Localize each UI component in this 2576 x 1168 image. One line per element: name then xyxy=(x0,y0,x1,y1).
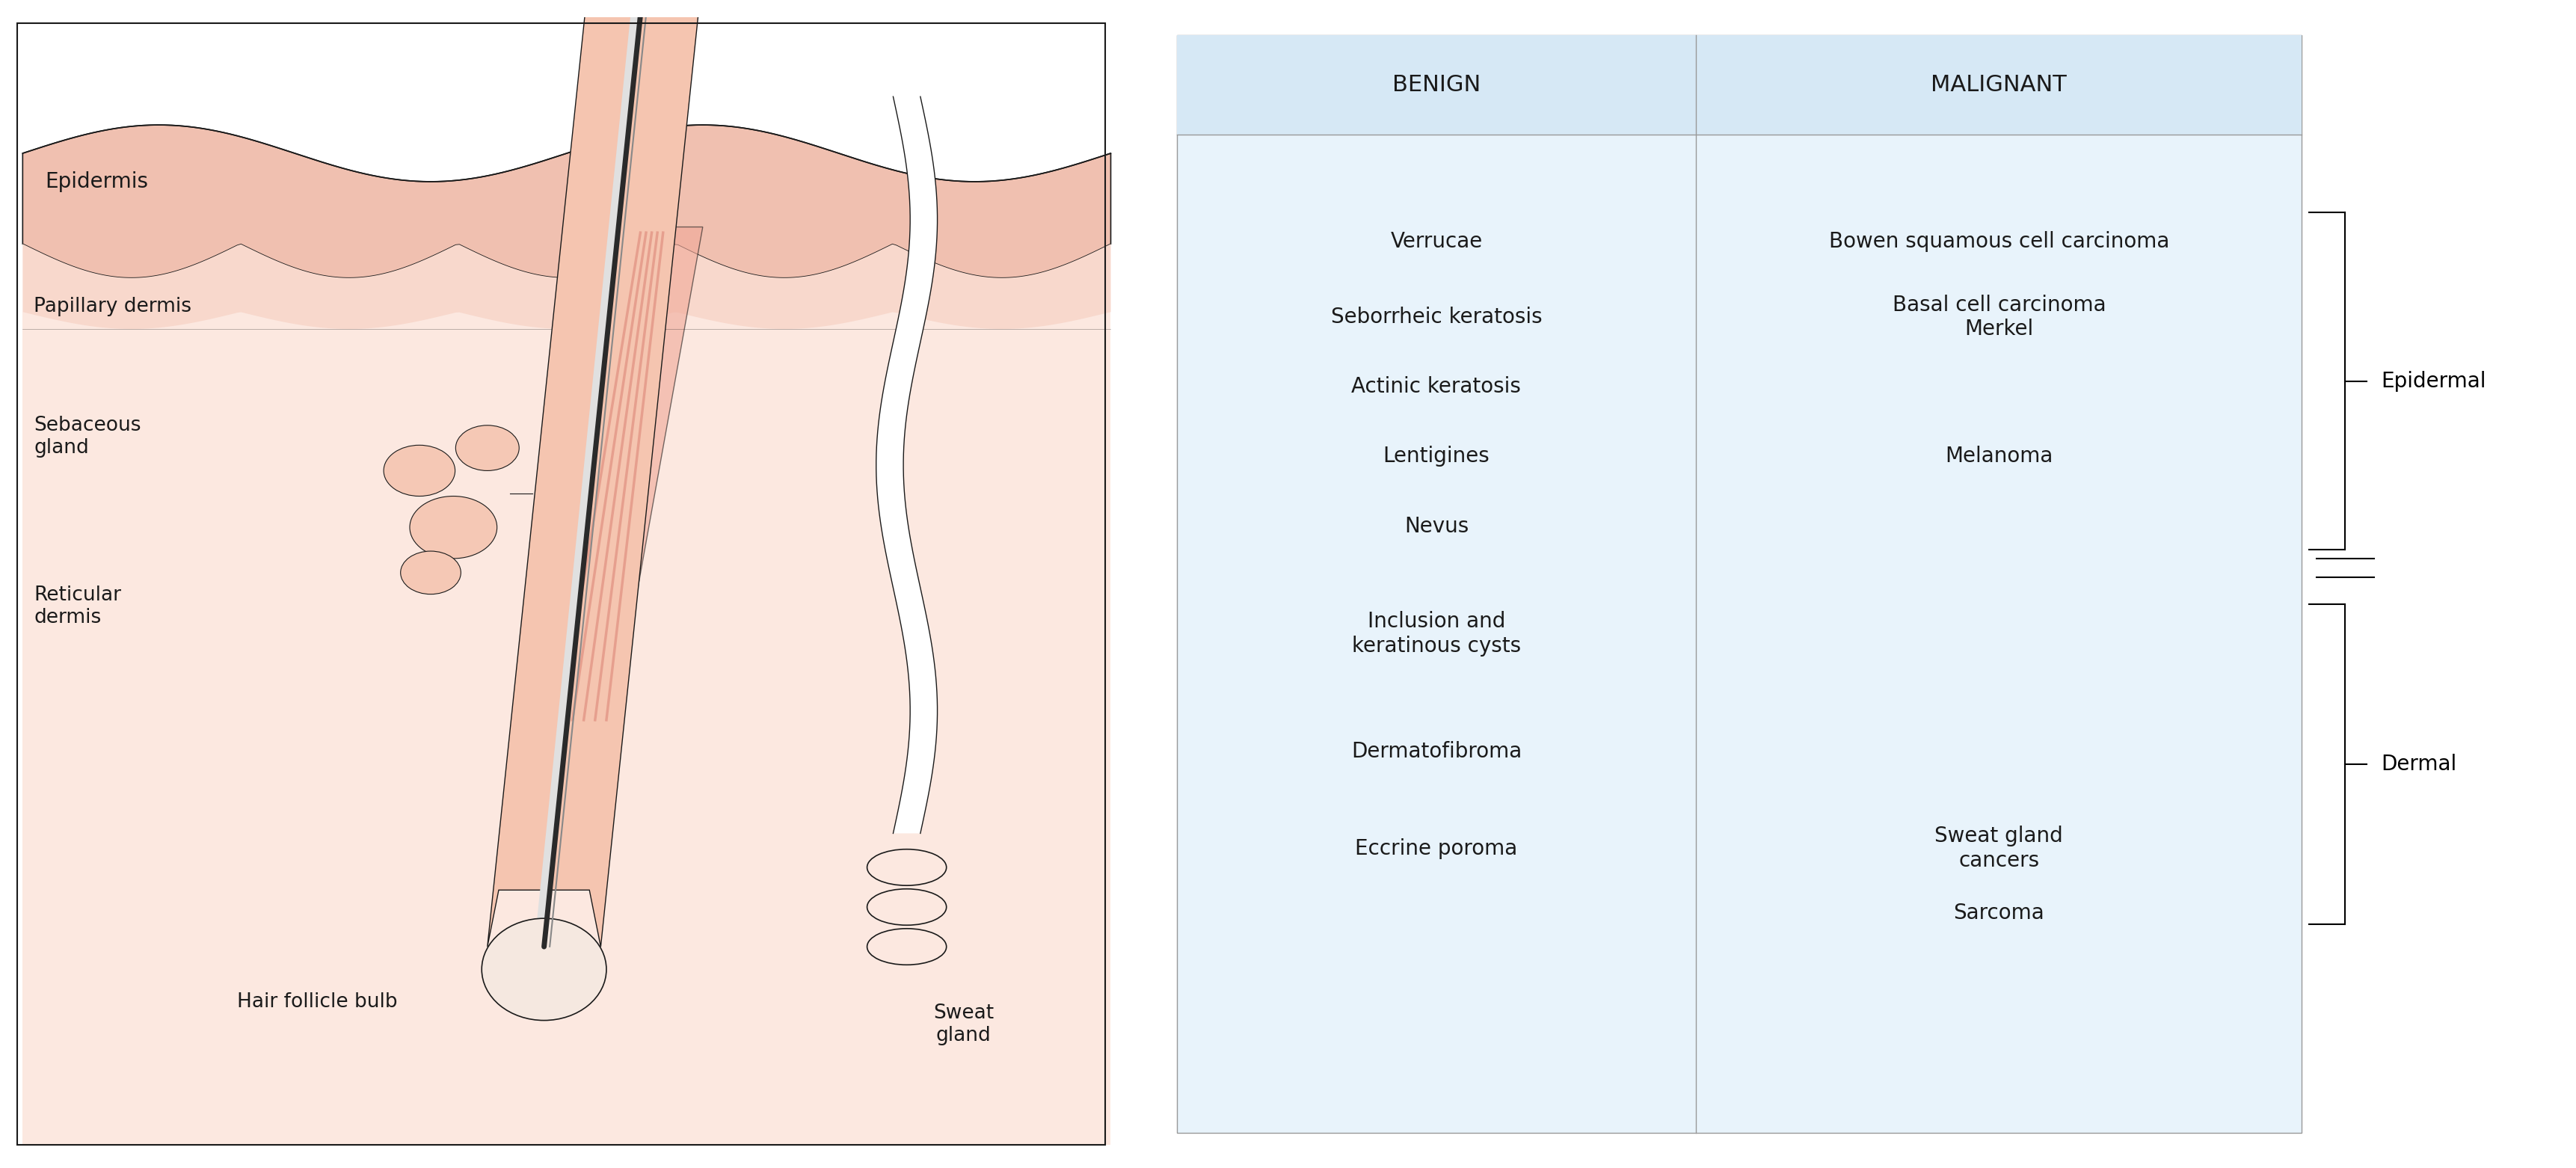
Polygon shape xyxy=(23,125,1110,278)
Text: Dermatofibroma: Dermatofibroma xyxy=(1350,742,1522,763)
Text: Bowen squamous cell carcinoma: Bowen squamous cell carcinoma xyxy=(1829,231,2169,252)
Text: Actinic keratosis: Actinic keratosis xyxy=(1352,376,1522,397)
Text: Sweat gland
cancers: Sweat gland cancers xyxy=(1935,826,2063,871)
Text: Melanoma: Melanoma xyxy=(1945,446,2053,467)
Text: Epidermal: Epidermal xyxy=(2380,370,2486,391)
Ellipse shape xyxy=(482,918,605,1021)
Polygon shape xyxy=(487,0,703,947)
Text: Nevus: Nevus xyxy=(1404,516,1468,537)
FancyBboxPatch shape xyxy=(23,312,1110,1145)
Text: Sarcoma: Sarcoma xyxy=(1953,902,2045,923)
Text: Basal cell carcinoma
Merkel: Basal cell carcinoma Merkel xyxy=(1893,294,2105,340)
FancyBboxPatch shape xyxy=(1177,35,2303,134)
Text: BENIGN: BENIGN xyxy=(1391,74,1481,96)
Text: Dermal: Dermal xyxy=(2380,753,2458,774)
Text: Eccrine poroma: Eccrine poroma xyxy=(1355,837,1517,858)
Ellipse shape xyxy=(410,496,497,558)
Polygon shape xyxy=(23,244,1110,329)
Ellipse shape xyxy=(399,551,461,595)
Ellipse shape xyxy=(456,425,520,471)
Polygon shape xyxy=(567,227,703,731)
Text: Papillary dermis: Papillary dermis xyxy=(33,297,191,317)
FancyBboxPatch shape xyxy=(1177,35,2303,1133)
Text: Verrucae: Verrucae xyxy=(1391,231,1481,252)
Text: MALIGNANT: MALIGNANT xyxy=(1932,74,2066,96)
Ellipse shape xyxy=(384,445,456,496)
Text: Sweat
gland: Sweat gland xyxy=(933,1003,994,1045)
Text: Lentigines: Lentigines xyxy=(1383,446,1489,467)
Text: Inclusion and
keratinous cysts: Inclusion and keratinous cysts xyxy=(1352,611,1520,656)
Text: Sebaceous
gland: Sebaceous gland xyxy=(33,416,142,458)
Text: Reticular
dermis: Reticular dermis xyxy=(33,585,121,627)
Text: Epidermis: Epidermis xyxy=(46,172,149,192)
Text: Seborrheic keratosis: Seborrheic keratosis xyxy=(1332,306,1543,327)
FancyBboxPatch shape xyxy=(23,409,1110,1145)
Text: Hair follicle bulb: Hair follicle bulb xyxy=(237,992,397,1011)
